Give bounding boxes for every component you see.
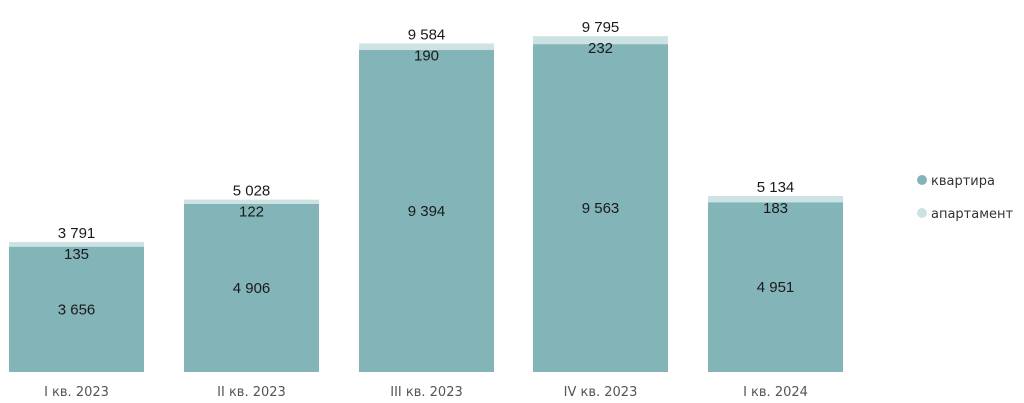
legend-marker	[917, 208, 927, 218]
bar-segment-apartment-type-1	[708, 202, 843, 372]
category-label: I кв. 2023	[44, 385, 109, 400]
category-label: IV кв. 2023	[564, 385, 638, 400]
category-label: I кв. 2024	[743, 385, 808, 400]
total-label: 9 584	[408, 26, 446, 43]
legend-marker	[917, 175, 927, 185]
bar-segment-apartment-type-2	[184, 199, 319, 204]
bar-segment-apartment-type-2	[359, 43, 494, 50]
data-label-apartment-type-1: 3 656	[58, 301, 96, 318]
data-label-apartment-type-2: 190	[414, 47, 439, 64]
total-label: 3 791	[58, 225, 96, 242]
legend: квартира апартамент	[917, 174, 1014, 222]
total-label: 5 028	[233, 183, 271, 200]
bars-group	[9, 36, 843, 373]
data-label-apartment-type-2: 135	[64, 246, 89, 263]
bar-segment-apartment-type-1	[184, 203, 319, 372]
data-label-apartment-type-1: 4 906	[233, 280, 271, 297]
data-label-apartment-type-1: 4 951	[757, 279, 795, 296]
bar-segment-apartment-type-1	[359, 49, 494, 373]
total-label: 5 134	[757, 179, 795, 196]
legend-item-apartment-type-2: апартамент	[917, 207, 1014, 222]
legend-item-apartment-type-1: квартира	[917, 174, 995, 189]
total-label: 9 795	[582, 19, 620, 36]
bar-segment-apartment-type-1	[9, 246, 144, 372]
bar-segment-apartment-type-2	[533, 36, 668, 45]
data-label-apartment-type-1: 9 394	[408, 203, 446, 220]
bar-segment-apartment-type-1	[533, 44, 668, 373]
category-label: II кв. 2023	[217, 385, 286, 400]
bar-segment-apartment-type-2	[708, 195, 843, 203]
labels-group: 3 656 135 3 791 I кв. 2023 4 906 122 5 028 II к…	[44, 19, 808, 400]
legend-label: апартамент	[931, 207, 1014, 222]
data-label-apartment-type-2: 183	[763, 200, 788, 217]
data-label-apartment-type-1: 9 563	[582, 200, 620, 217]
bar-segment-apartment-type-2	[9, 242, 144, 247]
category-label: III кв. 2023	[390, 385, 463, 400]
legend-label: квартира	[931, 174, 995, 189]
data-label-apartment-type-2: 122	[239, 204, 264, 221]
data-label-apartment-type-2: 232	[588, 40, 613, 57]
